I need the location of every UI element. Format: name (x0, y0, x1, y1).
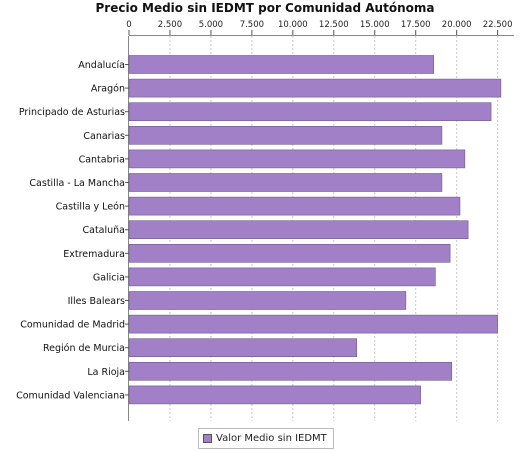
category-label: Castilla - La Mancha (29, 178, 125, 189)
x-tick-label: 20.000 (442, 20, 472, 30)
bar (128, 173, 443, 192)
bar (128, 385, 421, 405)
category-label: Extremadura (63, 249, 125, 260)
x-tick-label: 22.500 (483, 20, 513, 30)
x-tick-label: 17.500 (401, 20, 431, 30)
category-labels: Andalucía Aragón Principado de Asturias Can… (16, 60, 125, 401)
bar (128, 78, 502, 98)
category-label: Comunidad Valenciana (16, 390, 125, 401)
category-label: Principado de Asturias (19, 107, 125, 118)
bar (128, 338, 358, 358)
x-tick-label: 12.500 (319, 20, 349, 30)
x-tick-label: 15.000 (360, 20, 390, 30)
category-label: Aragón (91, 84, 125, 95)
category-label: La Rioja (87, 367, 125, 378)
bar (128, 314, 498, 334)
bar (128, 291, 407, 310)
category-label: Canarias (83, 131, 125, 142)
category-label: Cataluña (82, 225, 125, 236)
x-tick-label: 10.000 (278, 20, 308, 30)
bar (128, 55, 435, 74)
bars (128, 55, 502, 405)
x-tick-label: 2.500 (158, 20, 182, 30)
category-label: Cantabria (79, 154, 125, 165)
category-label: Comunidad de Madrid (20, 320, 125, 331)
category-label: Castilla y León (56, 202, 125, 213)
bar (128, 361, 453, 381)
category-label: Andalucía (78, 60, 125, 71)
x-tick-label: 7.500 (240, 20, 264, 30)
bar (128, 196, 461, 216)
bar (128, 267, 436, 287)
legend: Valor Medio sin IEDMT (198, 428, 334, 449)
category-label: Región de Murcia (43, 343, 125, 354)
bar (128, 102, 492, 121)
legend-label: Valor Medio sin IEDMT (216, 433, 327, 444)
bar (128, 220, 469, 239)
x-tick-label: 0 (126, 20, 131, 30)
bar (128, 149, 466, 169)
bar (128, 244, 451, 263)
legend-swatch (203, 434, 212, 443)
chart-title: Precio Medio sin IEDMT por Comunidad Aut… (96, 1, 435, 15)
category-label: Illes Balears (68, 296, 125, 307)
axes: 0 2.500 5.000 7.500 10.000 12.500 15.000 17.500… (125, 20, 514, 421)
bar (128, 126, 443, 145)
category-label: Galicia (93, 272, 125, 283)
x-tick-label: 5.000 (199, 20, 223, 30)
